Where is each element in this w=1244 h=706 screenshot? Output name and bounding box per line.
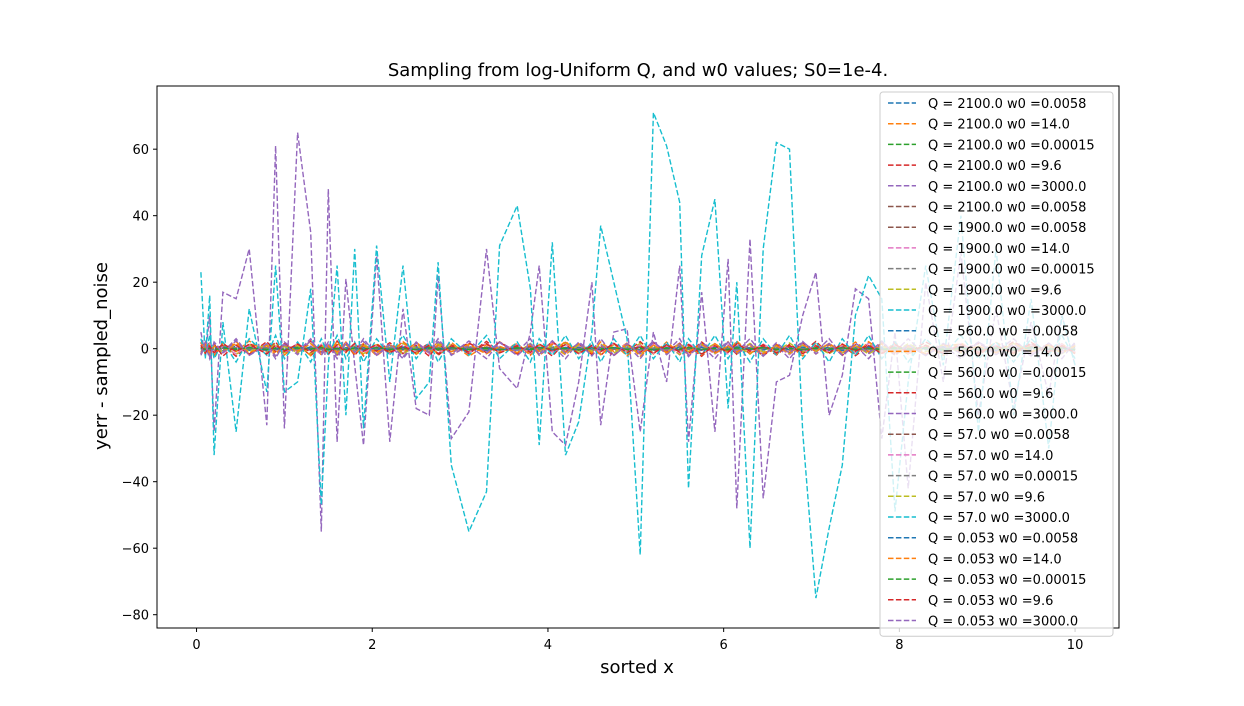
y-tick-label: 40 xyxy=(132,210,149,225)
x-tick-label: 8 xyxy=(895,638,903,653)
legend-entry: Q = 0.053 w0 =9.6 xyxy=(928,594,1053,609)
x-tick-label: 4 xyxy=(544,638,552,653)
legend-entry: Q = 2100.0 w0 =0.0058 xyxy=(928,201,1086,216)
y-tick-label: −80 xyxy=(122,609,149,624)
legend-entry: Q = 57.0 w0 =9.6 xyxy=(928,490,1045,505)
plot-area xyxy=(156,85,1120,629)
legend-entry: Q = 0.053 w0 =0.00015 xyxy=(928,573,1086,588)
legend-entry: Q = 560.0 w0 =3000.0 xyxy=(928,408,1078,423)
legend-entry: Q = 57.0 w0 =14.0 xyxy=(928,449,1053,464)
legend-entry: Q = 0.053 w0 =0.0058 xyxy=(928,532,1078,547)
y-tick-label: 60 xyxy=(132,143,149,158)
x-tick-label: 6 xyxy=(720,638,728,653)
legend-entry: Q = 560.0 w0 =9.6 xyxy=(928,387,1053,402)
legend-entry: Q = 2100.0 w0 =3000.0 xyxy=(928,180,1086,195)
series-line-20 xyxy=(200,342,1076,356)
legend: Q = 2100.0 w0 =0.0058 Q = 2100.0 w0 =14.0… xyxy=(879,91,1114,637)
x-tick-label: 0 xyxy=(192,638,200,653)
legend-entry: Q = 57.0 w0 =0.00015 xyxy=(928,470,1078,485)
x-axis-label: sorted x xyxy=(600,657,674,678)
legend-entry: Q = 560.0 w0 =0.0058 xyxy=(928,325,1078,340)
y-axis: −80 −60 −40 −20 0 20 40 60 xyxy=(122,143,157,624)
legend-box xyxy=(879,91,1114,637)
legend-entry: Q = 0.053 w0 =14.0 xyxy=(928,552,1062,567)
y-tick-label: 20 xyxy=(132,276,149,291)
legend-entry: Q = 57.0 w0 =0.0058 xyxy=(928,428,1070,443)
x-axis: 0 2 4 6 8 10 xyxy=(192,628,1083,653)
legend-entry: Q = 560.0 w0 =14.0 xyxy=(928,345,1062,360)
legend-entry: Q = 2100.0 w0 =14.0 xyxy=(928,118,1070,133)
legend-entry: Q = 2100.0 w0 =0.00015 xyxy=(928,138,1095,153)
y-tick-label: 0 xyxy=(141,343,149,358)
legend-entry: Q = 1900.0 w0 =3000.0 xyxy=(928,304,1086,319)
legend-entry: Q = 1900.0 w0 =9.6 xyxy=(928,283,1062,298)
legend-entry: Q = 2100.0 w0 =0.0058 xyxy=(928,97,1086,112)
legend-entry: Q = 2100.0 w0 =9.6 xyxy=(928,159,1062,174)
legend-entry: Q = 1900.0 w0 =0.0058 xyxy=(928,221,1086,236)
chart-title: Sampling from log-Uniform Q, and w0 valu… xyxy=(388,60,888,81)
legend-entry: Q = 1900.0 w0 =14.0 xyxy=(928,242,1070,257)
legend-entry: Q = 57.0 w0 =3000.0 xyxy=(928,511,1070,526)
series-line-25 xyxy=(200,342,1076,355)
y-tick-label: −40 xyxy=(122,476,149,491)
legend-entry: Q = 1900.0 w0 =0.00015 xyxy=(928,263,1095,278)
legend-entry: Q = 560.0 w0 =0.00015 xyxy=(928,366,1086,381)
y-tick-label: −60 xyxy=(122,542,149,557)
y-axis-label: yerr - sampled_noise xyxy=(91,262,112,450)
x-tick-label: 10 xyxy=(1067,638,1084,653)
legend-entry: Q = 0.053 w0 =3000.0 xyxy=(928,615,1078,630)
x-tick-label: 2 xyxy=(368,638,376,653)
y-tick-label: −20 xyxy=(122,409,149,424)
